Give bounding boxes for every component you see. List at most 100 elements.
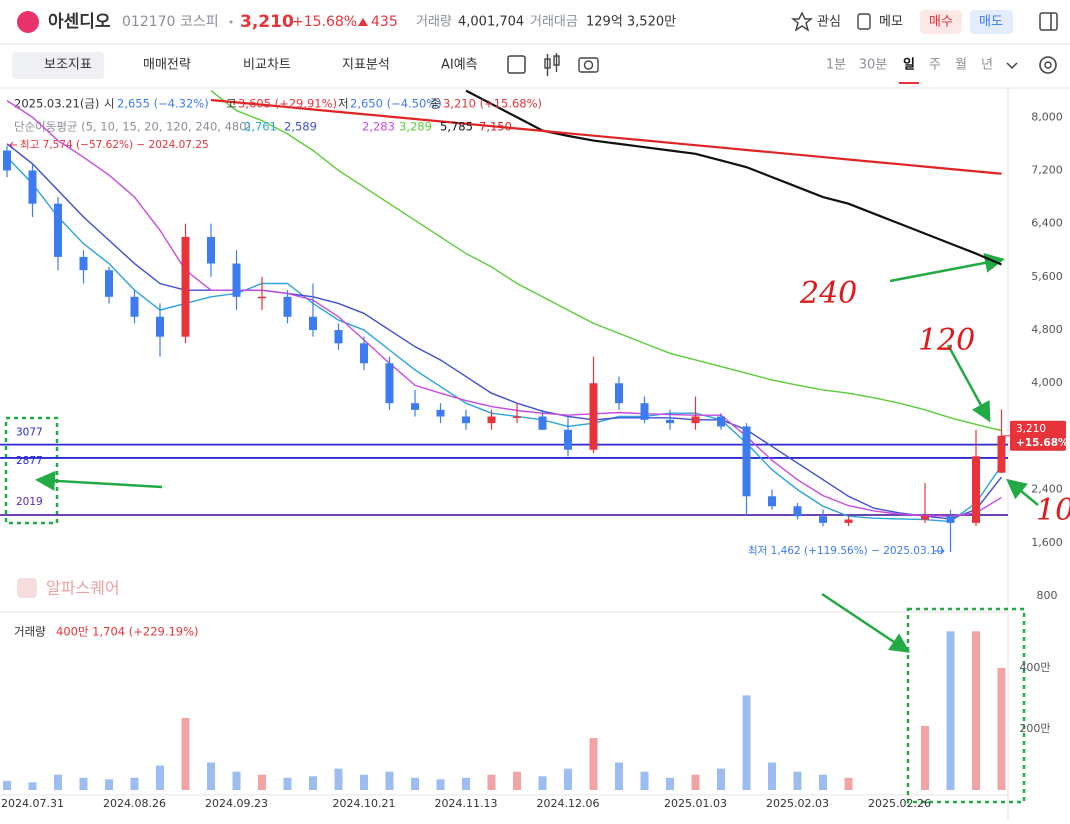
candle-body [844, 519, 853, 523]
info-label: 시 [104, 97, 115, 111]
volume-bar [309, 776, 317, 790]
camera-icon[interactable] [578, 57, 599, 73]
toolbar-item[interactable]: 지표분석 [342, 58, 390, 73]
period[interactable]: 주 [929, 58, 941, 73]
checkbox[interactable] [507, 55, 526, 74]
period[interactable]: 30분 [859, 58, 888, 73]
candle-body [538, 416, 547, 430]
x-tick-label: 2024.09.23 [205, 797, 268, 810]
toolbar-item[interactable]: AI예측 [441, 58, 478, 73]
toolbar-item[interactable]: 비교차트 [243, 58, 291, 73]
period[interactable]: 월 [955, 58, 967, 73]
y-tick-label: 800 [1037, 589, 1058, 602]
volume-bar [360, 774, 368, 790]
volume-bar [717, 768, 725, 790]
change: 435 [371, 14, 398, 30]
period[interactable]: 년 [981, 58, 993, 73]
candle-body [3, 150, 11, 171]
x-tick-label: 2024.07.31 [1, 797, 64, 810]
candle-body [232, 263, 241, 297]
candle-body [181, 236, 190, 337]
toolbar-item[interactable]: 매매전략 [143, 58, 191, 73]
panel-icon[interactable] [1039, 12, 1058, 31]
volume-bar [819, 774, 827, 790]
candle-body [360, 343, 368, 364]
market: 코스피 [180, 14, 219, 30]
candle-body [462, 416, 470, 424]
ma-line [6, 143, 1003, 520]
volume-bar [411, 777, 419, 790]
price-tag-value: 3,210 [1016, 423, 1046, 435]
gear-center [1044, 61, 1052, 69]
candle-body [105, 270, 113, 297]
candle-body [742, 426, 751, 497]
candle-body [309, 316, 317, 331]
annotation-arrows [35, 252, 1039, 653]
x-tick-label: 2024.11.13 [435, 797, 498, 810]
candle-body [819, 516, 827, 523]
watermark-logo [17, 578, 37, 598]
candle-icon[interactable] [544, 53, 560, 76]
volume-bar [232, 771, 241, 790]
volume: 4,001,704 [458, 15, 524, 30]
volume-title: 거래량 [14, 625, 46, 639]
amount: 129억 3,520만 [586, 15, 676, 30]
volume-bar [513, 771, 521, 790]
sell[interactable]: 매도 [979, 15, 1003, 30]
x-tick-label: 2025.02.26 [868, 797, 931, 810]
y-tick-label: 1,600 [1031, 536, 1063, 549]
up-triangle [358, 18, 368, 26]
volume-bar [538, 776, 547, 790]
toolbar: 보조지표 매매전략 비교차트 지표분석 AI예측 [44, 58, 478, 73]
dot [229, 20, 233, 24]
watch[interactable]: 관심 [817, 15, 841, 30]
x-tick-label: 2024.08.26 [103, 797, 166, 810]
chevron[interactable] [1006, 62, 1018, 70]
y-tick-label: 2,400 [1031, 483, 1063, 496]
volume-label: 거래량 [416, 15, 452, 30]
volume-tick-label: 400만 [1019, 661, 1050, 674]
memo-icon[interactable] [857, 13, 871, 30]
change-pct: +15.68% [292, 14, 357, 30]
candle-body [921, 516, 929, 520]
volume-bar [3, 780, 11, 790]
volume-bar [462, 777, 470, 790]
candle-body [946, 516, 955, 523]
candle-body [487, 416, 496, 424]
volume-bar [742, 695, 751, 790]
volume-bar [385, 771, 394, 790]
candle-body [717, 416, 725, 427]
volume-info: 400만 1,704 (+229.19%) [56, 625, 199, 639]
min-arrow [934, 547, 945, 555]
toolbar-item[interactable]: 보조지표 [44, 58, 92, 73]
info-label: 고 [226, 97, 237, 111]
hand-note: 120 [918, 323, 975, 358]
ma-title: 단순이동평균 (5, 10, 15, 20, 120, 240, 480) [14, 120, 251, 134]
buy-button[interactable] [920, 10, 962, 34]
candle-body [972, 456, 980, 523]
star-icon[interactable] [791, 11, 813, 32]
candle-body [589, 383, 598, 450]
ma-legend-value: 2,589 [284, 120, 317, 134]
candle-body [28, 170, 37, 204]
volume-bar [283, 777, 292, 790]
candle-body [666, 419, 674, 424]
volume-bar [793, 771, 802, 790]
volume-bar [105, 779, 113, 790]
min-annotation: 최저 1,462 (+119.56%) − 2025.03.10 [748, 545, 943, 557]
memo[interactable]: 메모 [879, 15, 903, 30]
y-tick-label: 7,200 [1031, 163, 1063, 176]
sell-button[interactable] [970, 10, 1013, 34]
y-tick-label: 4,800 [1031, 323, 1063, 336]
info-value: 2,655 (−4.32%) [117, 97, 209, 111]
period[interactable]: 일 [903, 58, 915, 73]
gear-icon[interactable] [1039, 56, 1057, 74]
ma-line [6, 156, 1003, 523]
price-tag [1010, 420, 1066, 451]
buy[interactable]: 매수 [929, 15, 953, 30]
x-tick-label: 2025.01.03 [664, 797, 727, 810]
candle-body [793, 506, 802, 517]
period[interactable]: 1분 [826, 58, 846, 73]
volume-bar [181, 717, 190, 790]
x-tick-label: 2025.02.03 [766, 797, 829, 810]
